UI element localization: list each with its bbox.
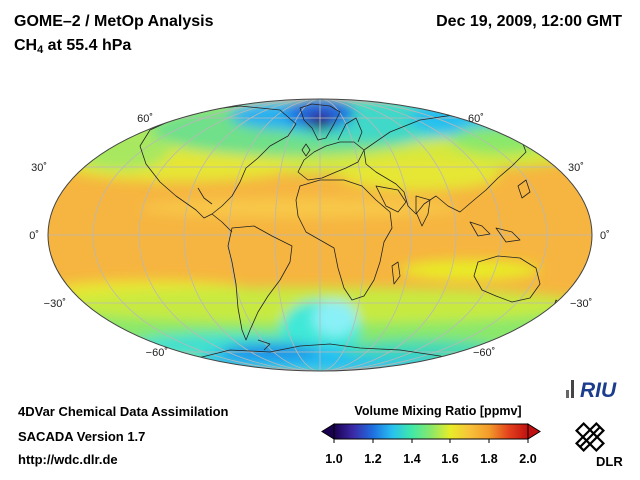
colorbar-tick-label: 1.0 — [325, 452, 343, 466]
colorbar-high-arrow — [527, 423, 541, 440]
lat-label: −60˚ — [146, 347, 168, 359]
colorbar-low-arrow — [321, 423, 335, 440]
lat-label: 60˚ — [137, 113, 153, 125]
dlr-logo-mark — [575, 422, 605, 452]
subtitle-species: CH — [14, 37, 38, 54]
page-subtitle: CH4 at 55.4 hPa — [14, 37, 131, 56]
lat-label: −30˚ — [570, 298, 592, 310]
colorbar-tick-label: 1.4 — [403, 452, 421, 466]
lat-labels-right: 60˚ 30˚ 0˚ −30˚ −60˚ — [468, 113, 610, 359]
footer-link[interactable]: http://wdc.dlr.de — [18, 452, 118, 467]
colorbar — [321, 423, 541, 443]
lat-labels-left: 60˚ 30˚ 0˚ −30˚ −60˚ — [29, 113, 168, 359]
lat-label: 0˚ — [29, 230, 39, 242]
colorbar-tick-label: 1.2 — [364, 452, 382, 466]
lat-label: −60˚ — [473, 347, 495, 359]
subtitle-rest: at 55.4 hPa — [43, 37, 132, 54]
colorbar-tick-label: 1.8 — [480, 452, 498, 466]
colorbar-tick-label: 2.0 — [519, 452, 537, 466]
dlr-logo-text: DLR — [596, 454, 623, 469]
footer-line-version: SACADA Version 1.7 — [18, 429, 146, 444]
colorbar-gradient — [333, 423, 529, 440]
page-title: GOME–2 / MetOp Analysis — [14, 13, 214, 30]
lat-label: −30˚ — [44, 298, 66, 310]
map-outline — [47, 98, 593, 372]
colorbar-title: Volume Mixing Ratio [ppmv] — [354, 404, 522, 418]
lat-label: 0˚ — [600, 230, 610, 242]
riu-logo: RIU — [566, 379, 617, 402]
colorbar-tick-label: 1.6 — [441, 452, 459, 466]
lat-label: 30˚ — [31, 162, 47, 174]
subtitle-subscript: 4 — [37, 44, 44, 56]
lat-label: 60˚ — [468, 113, 484, 125]
analysis-datetime: Dec 19, 2009, 12:00 GMT — [436, 13, 622, 30]
lat-label: 30˚ — [568, 162, 584, 174]
footer-line-method: 4DVar Chemical Data Assimilation — [18, 404, 229, 419]
riu-logo-text: RIU — [580, 379, 617, 402]
